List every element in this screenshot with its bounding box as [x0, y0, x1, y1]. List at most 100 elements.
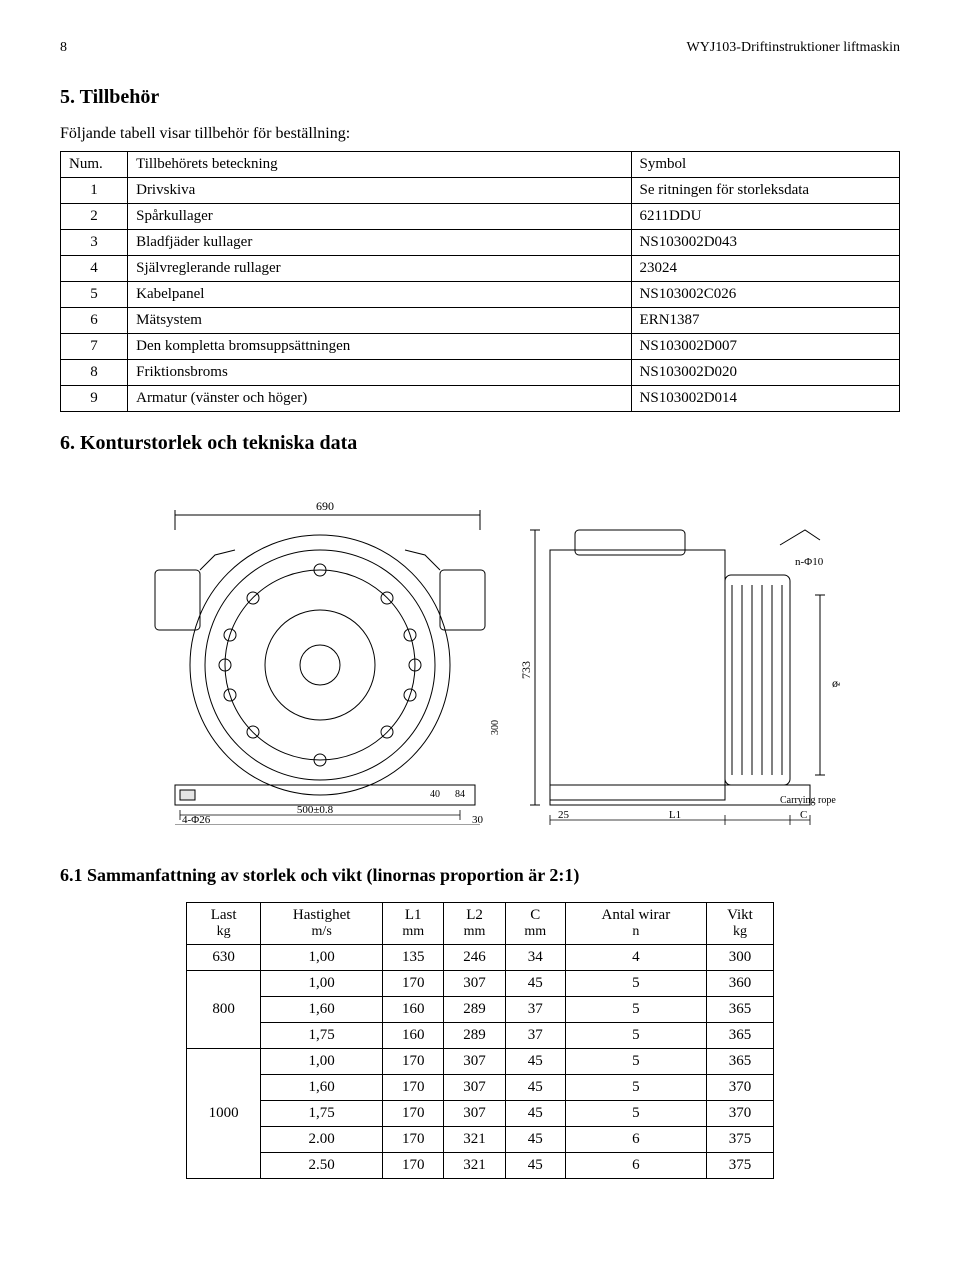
- cell-value: 307: [444, 1101, 505, 1127]
- cell-symbol: NS103002D007: [631, 334, 899, 360]
- cell-desc: Mätsystem: [128, 308, 631, 334]
- svg-text:690: 690: [316, 499, 334, 513]
- cell-value: 45: [505, 1101, 565, 1127]
- cell-value: 289: [444, 1023, 505, 1049]
- section5-title: 5. Tillbehör: [60, 86, 900, 109]
- cell-value: 170: [383, 1127, 444, 1153]
- table-row: 1DrivskivaSe ritningen för storleksdata: [61, 178, 900, 204]
- svg-text:ø400: ø400: [832, 676, 840, 690]
- cell-value: 5: [565, 1049, 706, 1075]
- table-row: 7Den kompletta bromsuppsättningenNS10300…: [61, 334, 900, 360]
- accessories-table: Num. Tillbehörets beteckning Symbol 1Dri…: [60, 151, 900, 412]
- cell-last: 630: [187, 945, 261, 971]
- table-row: 1,75170307455370: [187, 1101, 774, 1127]
- cell-value: 5: [565, 971, 706, 997]
- cell-value: 307: [444, 1075, 505, 1101]
- cell-value: 6: [565, 1153, 706, 1179]
- svg-text:25: 25: [558, 809, 570, 821]
- cell-num: 8: [61, 360, 128, 386]
- cell-num: 3: [61, 230, 128, 256]
- section6-title: 6. Konturstorlek och tekniska data: [60, 432, 900, 455]
- cell-value: 1,00: [261, 945, 383, 971]
- cell-desc: Spårkullager: [128, 204, 631, 230]
- cell-value: 321: [444, 1153, 505, 1179]
- table-header-row: Num. Tillbehörets beteckning Symbol: [61, 152, 900, 178]
- table-row: 3Bladfjäder kullagerNS103002D043: [61, 230, 900, 256]
- cell-value: 170: [383, 1075, 444, 1101]
- cell-value: 45: [505, 971, 565, 997]
- cell-num: 7: [61, 334, 128, 360]
- col-header: Viktkg: [706, 903, 773, 945]
- section6-1-title: 6.1 Sammanfattning av storlek och vikt (…: [60, 865, 900, 886]
- cell-value: 34: [505, 945, 565, 971]
- table-row: 5KabelpanelNS103002C026: [61, 282, 900, 308]
- table-row: 2.50170321456375: [187, 1153, 774, 1179]
- table-row: 8001,00170307455360: [187, 971, 774, 997]
- cell-value: 37: [505, 1023, 565, 1049]
- cell-value: 2.50: [261, 1153, 383, 1179]
- svg-text:733: 733: [519, 661, 533, 679]
- table-row: 1,60160289375365: [187, 997, 774, 1023]
- cell-value: 307: [444, 971, 505, 997]
- cell-num: 2: [61, 204, 128, 230]
- technical-drawing: 690 733 ø400 4-Φ26 500±0.8 716 30: [120, 475, 840, 825]
- cell-desc: Bladfjäder kullager: [128, 230, 631, 256]
- cell-value: 4: [565, 945, 706, 971]
- cell-value: 1,60: [261, 997, 383, 1023]
- svg-text:4-Φ26: 4-Φ26: [182, 814, 211, 825]
- cell-value: 5: [565, 1101, 706, 1127]
- svg-text:300: 300: [490, 720, 501, 735]
- svg-text:n-Φ10: n-Φ10: [795, 556, 824, 568]
- cell-symbol: NS103002D043: [631, 230, 899, 256]
- cell-value: 365: [706, 1023, 773, 1049]
- col-header: L2mm: [444, 903, 505, 945]
- cell-value: 375: [706, 1153, 773, 1179]
- cell-value: 170: [383, 1049, 444, 1075]
- cell-last: 1000: [187, 1049, 261, 1179]
- cell-value: 37: [505, 997, 565, 1023]
- col-desc: Tillbehörets beteckning: [128, 152, 631, 178]
- cell-value: 360: [706, 971, 773, 997]
- cell-value: 370: [706, 1101, 773, 1127]
- cell-value: 45: [505, 1127, 565, 1153]
- svg-text:84: 84: [455, 789, 465, 800]
- col-header: Antal wirarn: [565, 903, 706, 945]
- col-header: L1mm: [383, 903, 444, 945]
- table-row: 1,60170307455370: [187, 1075, 774, 1101]
- cell-value: 45: [505, 1075, 565, 1101]
- cell-num: 6: [61, 308, 128, 334]
- table-row: 1,75160289375365: [187, 1023, 774, 1049]
- svg-text:L1: L1: [669, 809, 681, 821]
- page-header: 8 WYJ103-Driftinstruktioner liftmaskin: [60, 40, 900, 56]
- cell-value: 246: [444, 945, 505, 971]
- sizes-table: LastkgHastighetm/sL1mmL2mmCmmAntal wirar…: [186, 902, 774, 1179]
- svg-text:40: 40: [430, 789, 440, 800]
- cell-desc: Kabelpanel: [128, 282, 631, 308]
- cell-num: 4: [61, 256, 128, 282]
- cell-symbol: NS103002C026: [631, 282, 899, 308]
- cell-symbol: NS103002D020: [631, 360, 899, 386]
- cell-value: 5: [565, 997, 706, 1023]
- cell-value: 1,75: [261, 1023, 383, 1049]
- doc-title: WYJ103-Driftinstruktioner liftmaskin: [687, 40, 900, 56]
- cell-symbol: 23024: [631, 256, 899, 282]
- cell-desc: Friktionsbroms: [128, 360, 631, 386]
- col-header: Lastkg: [187, 903, 261, 945]
- cell-symbol: Se ritningen för storleksdata: [631, 178, 899, 204]
- col-symbol: Symbol: [631, 152, 899, 178]
- table-row: 9Armatur (vänster och höger)NS103002D014: [61, 386, 900, 412]
- cell-value: 45: [505, 1049, 565, 1075]
- col-header: Cmm: [505, 903, 565, 945]
- cell-desc: Armatur (vänster och höger): [128, 386, 631, 412]
- table-row: 8FriktionsbromsNS103002D020: [61, 360, 900, 386]
- cell-value: 170: [383, 1153, 444, 1179]
- cell-num: 5: [61, 282, 128, 308]
- col-num: Num.: [61, 152, 128, 178]
- table-header-row: LastkgHastighetm/sL1mmL2mmCmmAntal wirar…: [187, 903, 774, 945]
- svg-text:500±0.8: 500±0.8: [297, 804, 334, 816]
- cell-desc: Självreglerande rullager: [128, 256, 631, 282]
- svg-text:C: C: [800, 809, 807, 821]
- table-row: 2.00170321456375: [187, 1127, 774, 1153]
- cell-num: 1: [61, 178, 128, 204]
- cell-value: 1,00: [261, 1049, 383, 1075]
